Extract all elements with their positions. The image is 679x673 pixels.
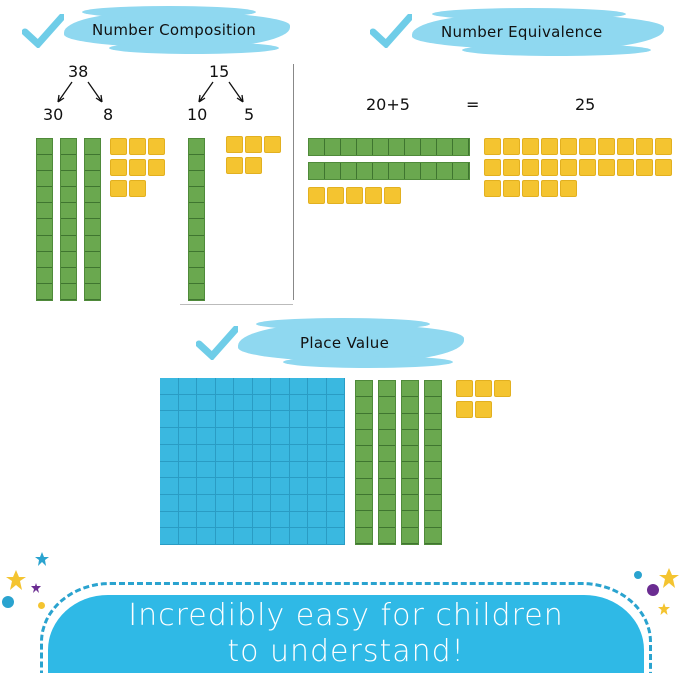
star-icon	[659, 568, 679, 588]
unit-cube	[327, 187, 344, 204]
arrow-icon	[57, 81, 103, 103]
slogan-line-1: Incredibly easy for children	[128, 598, 564, 633]
total-15: 15	[209, 62, 230, 81]
composition-title: Number Composition	[92, 21, 257, 39]
unit-cube	[541, 180, 558, 197]
unit-cube	[655, 159, 672, 176]
unit-cube	[308, 187, 325, 204]
star-icon	[658, 603, 670, 615]
unit-cube	[541, 159, 558, 176]
unit-cube	[636, 159, 653, 176]
unit-cube	[110, 180, 127, 197]
unit-cube	[484, 180, 501, 197]
unit-cube	[245, 157, 262, 174]
unit-cube	[365, 187, 382, 204]
unit-cube	[475, 401, 492, 418]
unit-cube	[503, 138, 520, 155]
ten-rod	[308, 162, 470, 180]
unit-cube	[484, 138, 501, 155]
ones-5: 5	[244, 105, 255, 124]
unit-cube	[617, 138, 634, 155]
arrow-icon	[198, 81, 244, 103]
ten-rod	[401, 380, 419, 545]
unit-cube	[245, 136, 262, 153]
ten-rod	[378, 380, 396, 545]
title-brush	[238, 318, 464, 368]
dot-decoration	[38, 602, 45, 609]
unit-cube	[129, 138, 146, 155]
unit-cube	[148, 159, 165, 176]
slogan-line-2: to understand!	[227, 634, 465, 669]
checkmark-icon	[22, 14, 64, 48]
unit-cube	[384, 187, 401, 204]
unit-cube	[456, 401, 473, 418]
unit-cube	[522, 138, 539, 155]
result: 25	[575, 95, 596, 114]
unit-cube	[598, 159, 615, 176]
unit-cube	[636, 138, 653, 155]
ten-rod	[188, 138, 205, 301]
tens-30: 30	[43, 105, 64, 124]
unit-cube	[522, 180, 539, 197]
star-icon	[6, 570, 26, 590]
title-brush	[412, 8, 664, 56]
star-icon	[35, 552, 49, 566]
divider	[180, 304, 293, 305]
unit-cube	[494, 380, 511, 397]
unit-cube	[560, 159, 577, 176]
unit-cube	[129, 180, 146, 197]
equals-sign: =	[466, 95, 480, 114]
total-38: 38	[68, 62, 89, 81]
unit-cube	[579, 138, 596, 155]
unit-cube	[110, 138, 127, 155]
ones-8: 8	[103, 105, 114, 124]
hundred-flat	[160, 378, 345, 545]
ten-rod	[424, 380, 442, 545]
unit-cube	[110, 159, 127, 176]
unit-cube	[503, 180, 520, 197]
unit-cube	[456, 380, 473, 397]
slogan-banner	[48, 595, 644, 673]
title-brush	[64, 6, 290, 54]
unit-cube	[264, 136, 281, 153]
unit-cube	[484, 159, 501, 176]
equivalence-title: Number Equivalence	[441, 23, 603, 41]
unit-cube	[346, 187, 363, 204]
unit-cube	[503, 159, 520, 176]
ten-rod	[355, 380, 373, 545]
expression: 20+5	[366, 95, 410, 114]
unit-cube	[475, 380, 492, 397]
unit-cube	[617, 159, 634, 176]
ten-rod	[308, 138, 470, 156]
unit-cube	[148, 138, 165, 155]
ten-rod	[60, 138, 77, 301]
dot-decoration	[2, 596, 14, 608]
tens-10: 10	[187, 105, 208, 124]
unit-cube	[522, 159, 539, 176]
place-value-title: Place Value	[300, 334, 390, 352]
unit-cube	[541, 138, 558, 155]
unit-cube	[655, 138, 672, 155]
dot-decoration	[647, 584, 659, 596]
checkmark-icon	[196, 326, 238, 360]
ten-rod	[36, 138, 53, 301]
unit-cube	[560, 180, 577, 197]
unit-cube	[579, 159, 596, 176]
unit-cube	[226, 136, 243, 153]
divider	[293, 64, 294, 300]
unit-cube	[226, 157, 243, 174]
checkmark-icon	[370, 14, 412, 48]
star-icon	[31, 583, 41, 593]
dot-decoration	[634, 571, 642, 579]
unit-cube	[560, 138, 577, 155]
unit-cube	[129, 159, 146, 176]
unit-cube	[598, 138, 615, 155]
ten-rod	[84, 138, 101, 301]
